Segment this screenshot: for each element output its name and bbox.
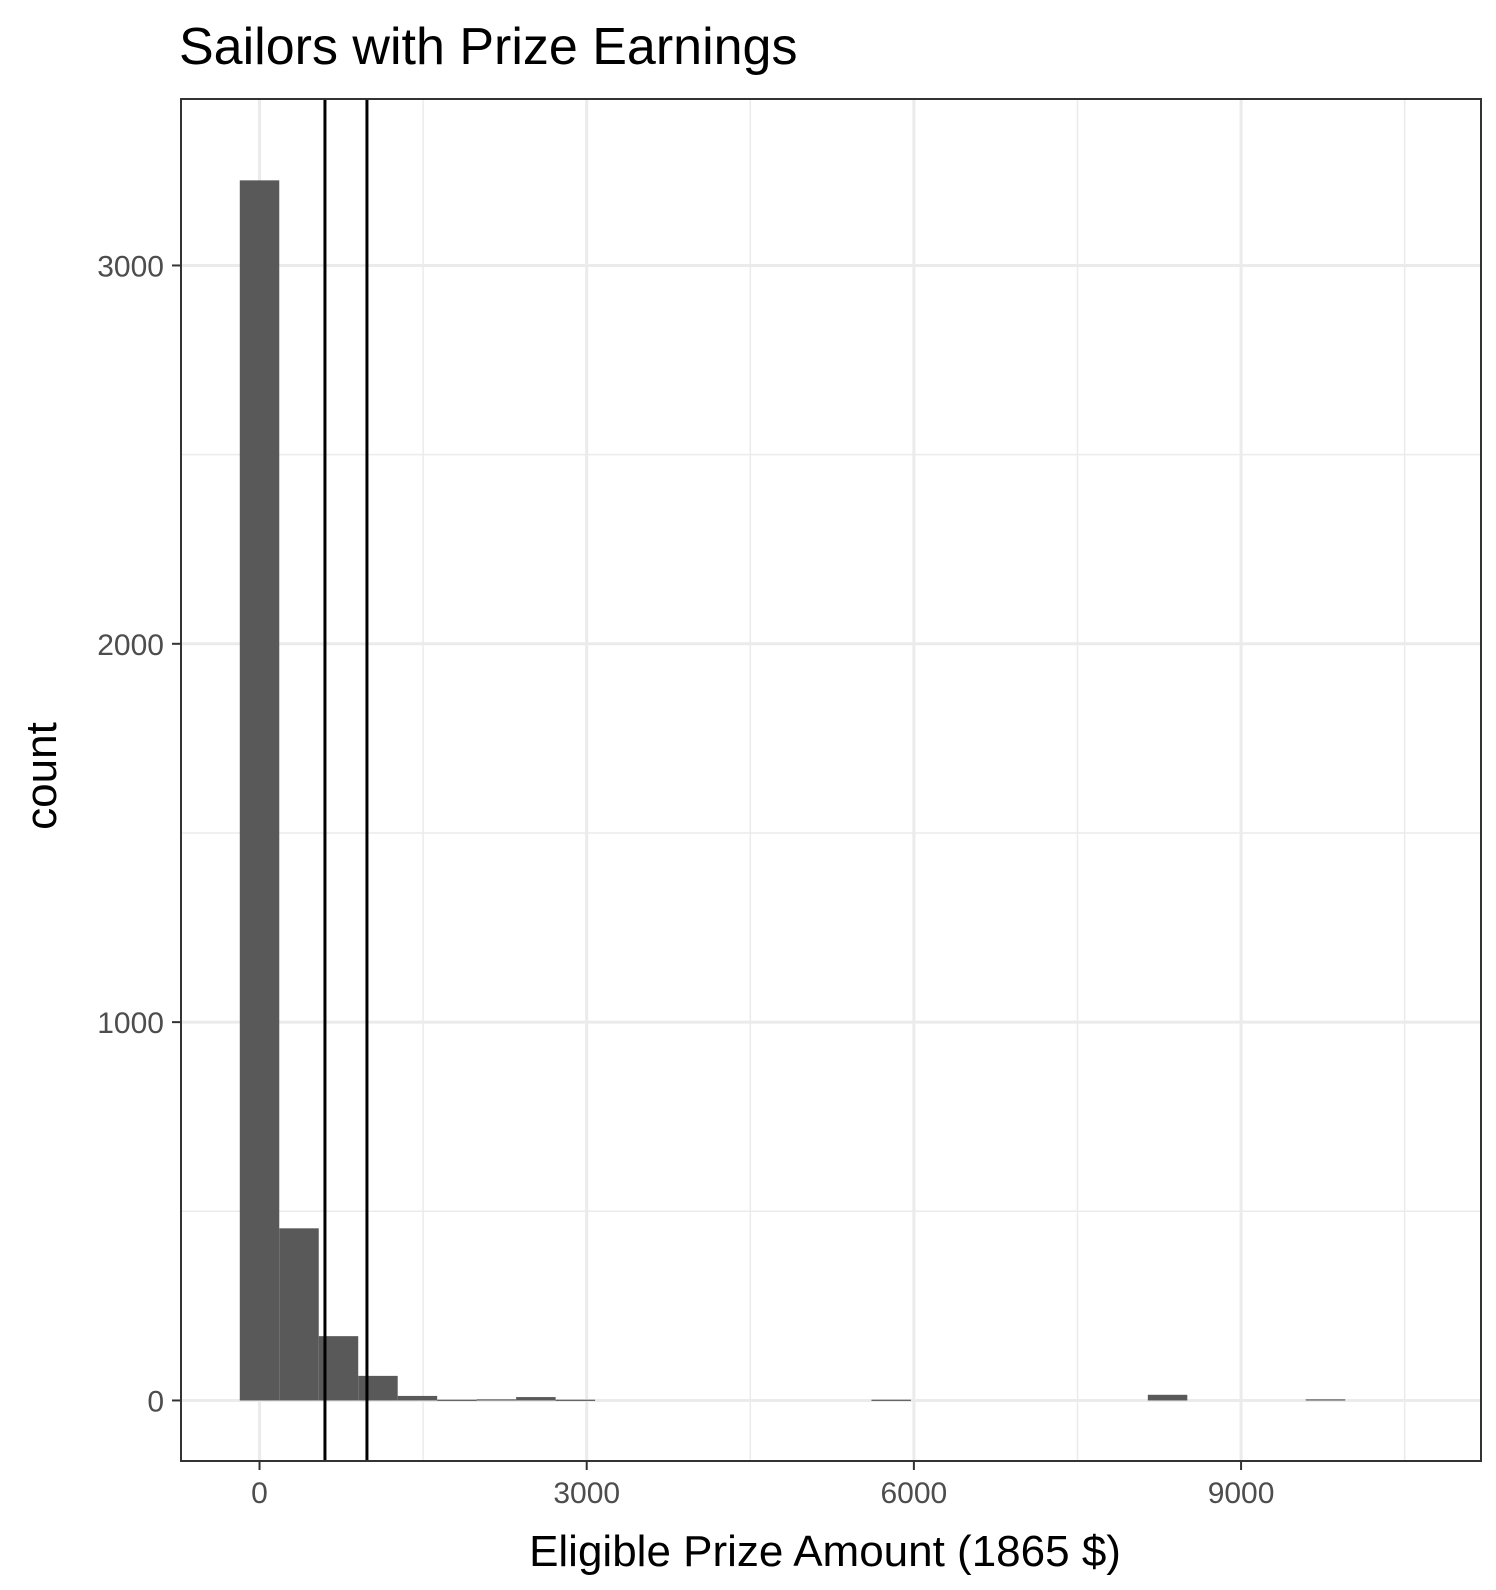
minor-gridlines bbox=[181, 99, 1481, 1461]
histogram-bar bbox=[279, 1228, 319, 1401]
histogram-bar bbox=[1147, 1394, 1188, 1401]
x-tick-label: 6000 bbox=[881, 1477, 948, 1510]
x-axis-title: Eligible Prize Amount (1865 $) bbox=[529, 1527, 1121, 1576]
x-tick-label: 0 bbox=[251, 1477, 268, 1510]
x-tick-label: 3000 bbox=[553, 1477, 620, 1510]
chart-title: Sailors with Prize Earnings bbox=[179, 18, 797, 76]
major-gridlines bbox=[181, 99, 1481, 1461]
histogram-bar bbox=[437, 1399, 477, 1401]
histogram-bar bbox=[1305, 1399, 1346, 1401]
y-tick-label: 0 bbox=[147, 1385, 164, 1418]
x-tick-label: 9000 bbox=[1208, 1477, 1275, 1510]
panel-border bbox=[180, 98, 1482, 1462]
histogram-bars bbox=[239, 180, 1346, 1401]
histogram-bar bbox=[516, 1397, 556, 1401]
y-tick-label: 2000 bbox=[97, 629, 164, 662]
y-tick-label: 3000 bbox=[97, 250, 164, 283]
histogram-bar bbox=[476, 1399, 517, 1401]
histogram-bar bbox=[239, 180, 280, 1401]
histogram-bar bbox=[555, 1399, 596, 1401]
y-axis-ticks: 0 1000 2000 3000 bbox=[97, 250, 181, 1418]
histogram-bar bbox=[358, 1375, 398, 1401]
histogram-bar bbox=[397, 1395, 438, 1401]
x-axis-ticks: 0 3000 6000 9000 bbox=[251, 1461, 1274, 1510]
y-tick-label: 1000 bbox=[97, 1007, 164, 1040]
histogram-bar bbox=[871, 1399, 911, 1401]
y-axis-title: count bbox=[17, 722, 66, 830]
reference-lines bbox=[323, 99, 369, 1461]
